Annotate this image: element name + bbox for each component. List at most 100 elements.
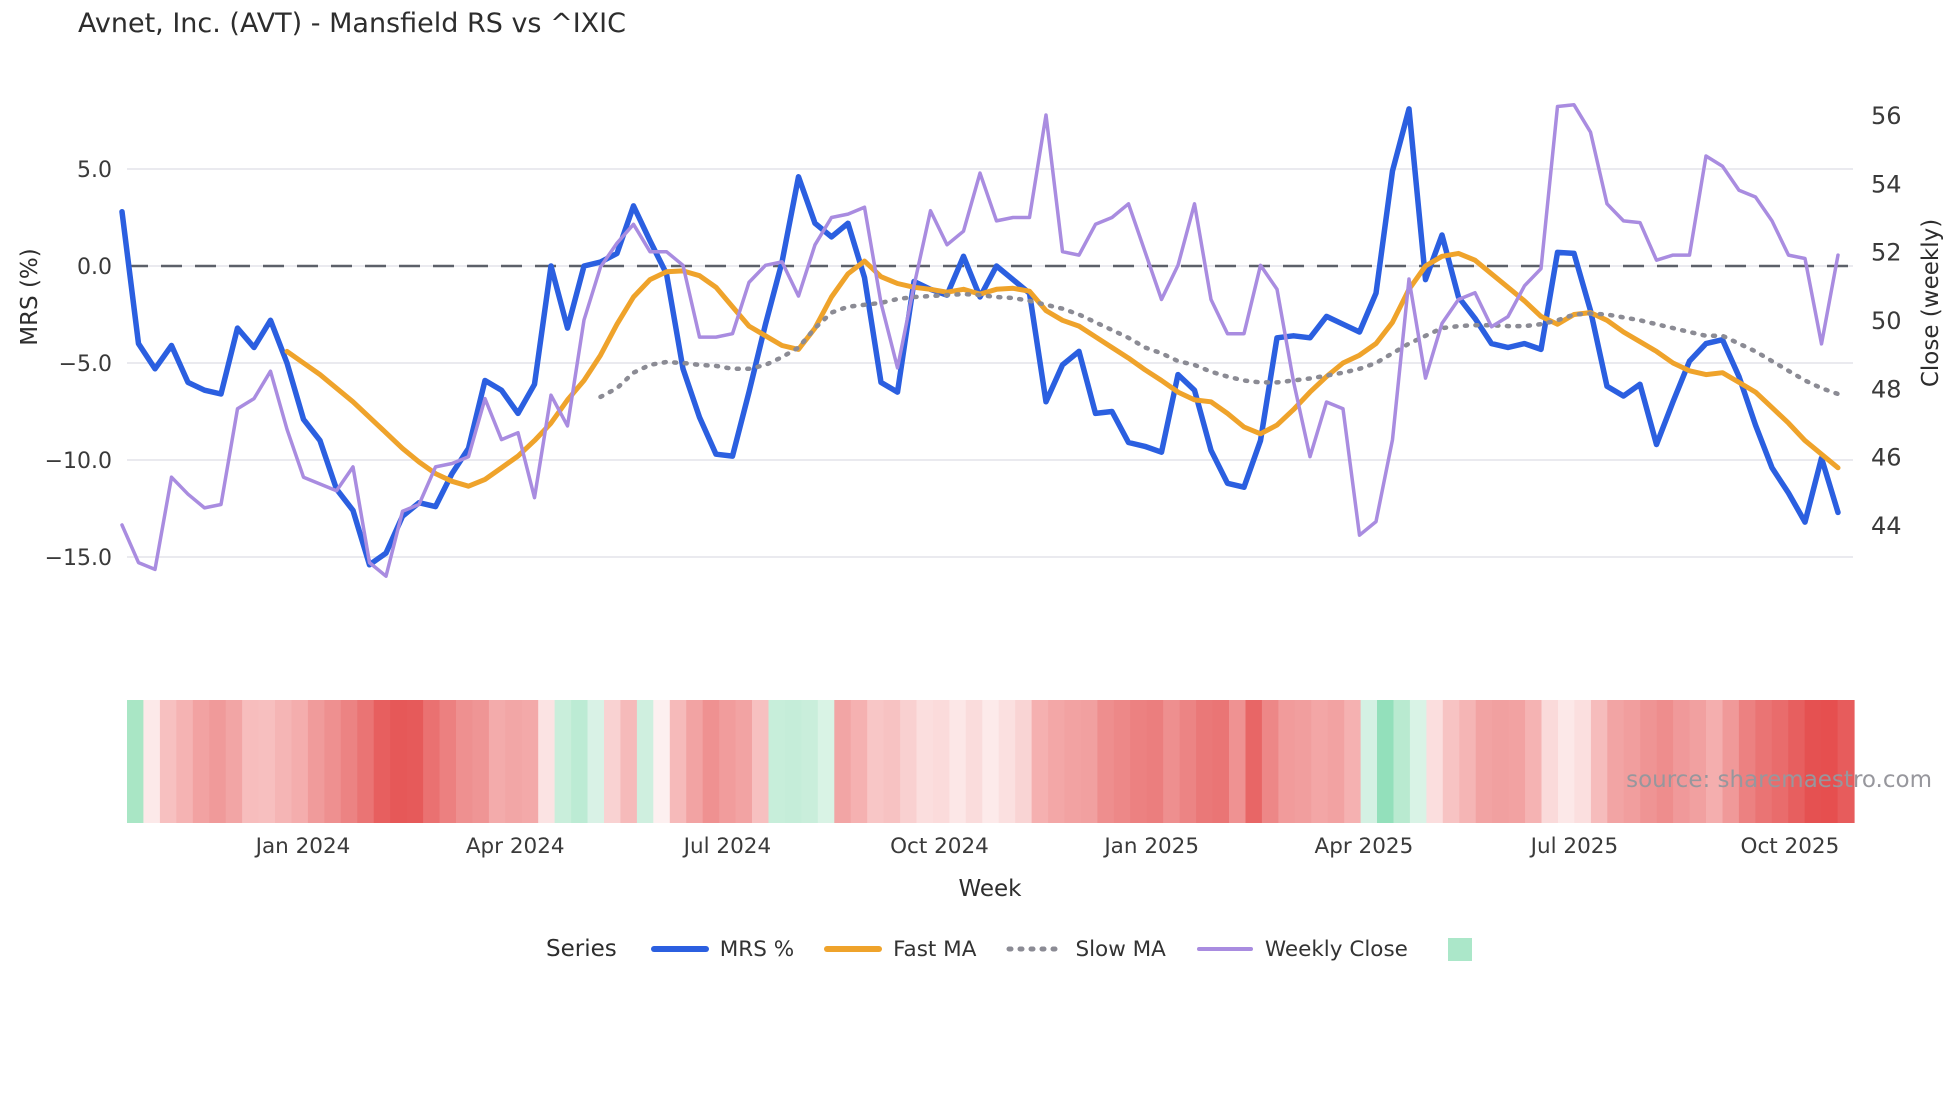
weekly-close-line-swatch-icon [1196,947,1253,951]
heatmap-cell [1278,700,1296,823]
heatmap-cell [933,700,950,823]
heatmap-cell [768,700,786,823]
heatmap-cell [702,700,720,823]
watermark: source: sharemaestro.com [1626,767,1932,793]
heatmap-cell [719,700,737,823]
x-tick-label: Oct 2025 [1741,834,1840,859]
heatmap-cell [1344,700,1362,823]
heatmap-cell [636,700,654,823]
heatmap-cell [1311,700,1329,823]
heatmap-cell [1196,700,1214,823]
heatmap-cell [291,700,309,823]
legend-item-weekly-close: Weekly Close [1196,937,1408,962]
heatmap-cell [521,700,539,823]
legend-item-label: MRS % [719,936,795,962]
heatmap-cell [1640,700,1658,823]
heatmap-cell [472,700,490,823]
heatmap-cell [192,700,210,823]
heatmap-cell [587,700,605,823]
y-left-tick-label: −5.0 [59,352,112,377]
heatmap-cell [159,700,177,823]
heatmap-cell [1130,700,1148,823]
heatmap-cell [456,700,473,823]
heatmap-cell [1393,700,1411,823]
heatmap-cell [554,700,572,823]
heatmap-cell [1623,700,1641,823]
heatmap-cell [1837,700,1855,823]
heatmap-cell [127,700,144,823]
heatmap-cell [1409,700,1427,823]
heatmap-cell [1294,700,1312,823]
fast-ma-line-swatch-icon [824,946,883,952]
series-line-slow-ma [598,291,1841,400]
heatmap-cell [1722,700,1740,823]
heatmap-cell [307,700,325,823]
heatmap-cell [1541,700,1559,823]
heatmap-cell [406,700,424,823]
heatmap-cell [620,700,638,823]
heatmap-cell [916,700,934,823]
heatmap-cell [176,700,194,823]
heatmap-cell [653,700,671,823]
heatmap-cell [1179,700,1197,823]
heatmap-cell [423,700,441,823]
heatmap-cell [1442,700,1460,823]
y-right-tick-label: 44 [1871,512,1902,540]
heatmap-cell [1081,700,1098,823]
heatmap-cell [801,700,819,823]
heatmap-cell [373,700,391,823]
y-left-tick-label: −10.0 [45,449,112,474]
heatmap-cell [1327,700,1345,823]
heatmap-cell [1015,700,1033,823]
y-left-tick-label: 5.0 [77,158,112,183]
heatmap-cell [982,700,1000,823]
heatmap-cell [1788,700,1806,823]
heatmap-cell [949,700,967,823]
heatmap-cell [1048,700,1066,823]
x-tick-label: Jul 2024 [682,834,772,859]
heatmap-cell [1229,700,1246,823]
x-tick-label: Jan 2025 [1102,834,1199,859]
heatmap-cell [1146,700,1164,823]
legend-item-mrs: MRS % [650,936,795,962]
heatmap-cell [1706,700,1723,823]
heatmap-cell [1261,700,1279,823]
heatmap-cell [686,700,704,823]
heatmap-cell [209,700,227,823]
heatmap-cell [669,700,687,823]
heatmap-cell [1525,700,1543,823]
heatmap-cell [1492,700,1510,823]
heatmap-cell [1689,700,1707,823]
heatmap-cell [1771,700,1789,823]
heatmap-cell [1113,700,1131,823]
x-tick-label: Jul 2025 [1529,834,1619,859]
chart-title: Avnet, Inc. (AVT) - Mansfield RS vs ^IXI… [78,8,626,39]
mrs-line-swatch-icon [650,946,709,952]
slow-ma-dotted-swatch-icon [1006,946,1064,952]
heatmap-cell [1459,700,1477,823]
heatmap-cell [1163,700,1181,823]
heatmap-cell [735,700,753,823]
heatmap-cell [143,700,161,823]
y-left-tick-label: 0.0 [77,255,112,280]
legend-title: Series [546,936,617,962]
legend-item-label: Weekly Close [1264,936,1408,962]
heatmap-cell [965,700,983,823]
heatmap-cell [1508,700,1526,823]
heatmap-cell [604,700,621,823]
heatmap-cell [850,700,868,823]
heatmap-cell [1031,700,1049,823]
x-tick-label: Oct 2024 [890,834,989,859]
heatmap-cell [324,700,342,823]
legend-item-slow-ma: Slow MA [1006,937,1166,962]
heatmap-cell [1590,700,1608,823]
heatmap-cell [390,700,408,823]
heatmap-cell [900,700,918,823]
y-right-tick-label: 50 [1871,307,1902,335]
heatmap-cell [505,700,523,823]
y-right-tick-label: 46 [1871,444,1902,472]
heatmap-cell [1097,700,1115,823]
heatmap-cell [752,700,769,823]
heatmap-cell [1558,700,1575,823]
